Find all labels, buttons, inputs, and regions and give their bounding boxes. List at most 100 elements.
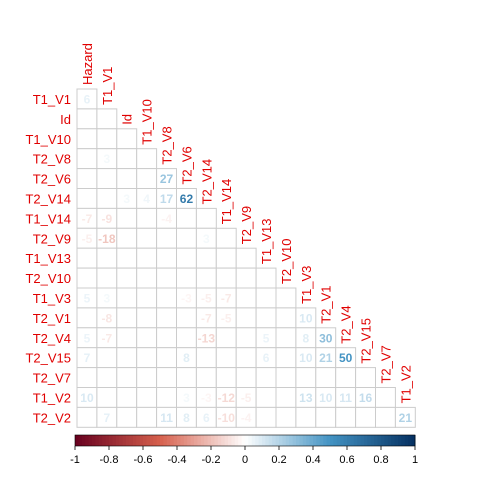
heatmap-cell	[116, 207, 138, 229]
heatmap-cell	[116, 307, 138, 329]
colorbar-segment	[313, 435, 317, 446]
colorbar-segment	[231, 435, 236, 446]
cell-value-label: 10	[299, 351, 313, 365]
colorbar-segment	[221, 435, 226, 446]
heatmap-cell	[235, 327, 257, 349]
heatmap-cell	[156, 227, 178, 249]
heatmap-cell	[136, 406, 158, 428]
heatmap-cell	[76, 108, 98, 130]
cell-value-label: -7	[82, 212, 93, 226]
colorbar-segment	[139, 435, 144, 446]
cell-value-label: -5	[201, 291, 212, 305]
heatmap-cell	[235, 307, 257, 329]
heatmap-cell	[76, 367, 98, 389]
column-label: T1_V2	[398, 365, 413, 403]
colorbar-segment	[234, 435, 239, 446]
colorbar-segment	[160, 435, 164, 446]
row-label: T2_V8	[33, 152, 71, 167]
heatmap-cell	[96, 387, 118, 408]
heatmap-cell	[275, 287, 297, 309]
colorbar-segment	[75, 435, 79, 446]
heatmap-cell	[96, 168, 118, 190]
cell-value-label: -10	[218, 411, 236, 425]
heatmap-cell	[275, 367, 297, 389]
colorbar-segment	[190, 435, 195, 446]
colorbar-segment	[136, 435, 141, 446]
colorbar-segment	[224, 435, 229, 446]
heatmap-cell	[156, 267, 178, 289]
cell-value-label: 4	[143, 192, 150, 206]
heatmap-cell	[116, 247, 138, 269]
cell-value-label: -7	[221, 291, 232, 305]
cell-value-label: 3	[104, 152, 111, 166]
colorbar-segment	[374, 435, 379, 446]
colorbar-tick-label: 0.6	[339, 454, 354, 466]
heatmap-cell	[195, 247, 217, 269]
cell-value-label: 13	[299, 391, 313, 405]
cell-value-label: 5	[263, 331, 270, 345]
heatmap-cell	[116, 267, 138, 289]
colorbar-segment	[391, 435, 396, 446]
heatmap-cell	[156, 307, 178, 329]
heatmap-cell	[235, 367, 257, 389]
heatmap-cell	[116, 128, 138, 150]
colorbar-segment	[197, 435, 202, 446]
colorbar-segment	[112, 435, 117, 446]
colorbar-segment	[109, 435, 113, 446]
cell-value-label: 8	[183, 411, 190, 425]
cell-value-label: 27	[160, 172, 174, 186]
heatmap-cell	[136, 307, 158, 329]
heatmap-cell	[96, 188, 118, 209]
heatmap-cell	[76, 148, 98, 170]
column-label: Id	[120, 114, 135, 125]
colorbar-tick-label: -0.6	[134, 454, 153, 466]
heatmap-cell	[176, 207, 197, 229]
heatmap-cell	[96, 347, 118, 369]
cell-value-label: -3	[181, 291, 192, 305]
row-label: T2_V9	[33, 231, 71, 246]
heatmap-cell	[156, 347, 178, 369]
colorbar-segment	[306, 435, 311, 446]
colorbar-segment	[149, 435, 154, 446]
cell-value-label: 21	[399, 411, 413, 425]
colorbar-tick-label: 0	[242, 454, 248, 466]
cell-value-label: -7	[201, 311, 212, 325]
row-label: T1_V1	[33, 92, 71, 107]
column-label: T1_V13	[259, 219, 274, 265]
colorbar-segment	[238, 435, 243, 446]
heatmap-cell	[255, 267, 277, 289]
row-label: T1_V2	[33, 390, 71, 405]
heatmap-cell	[136, 267, 158, 289]
colorbar-segment	[364, 435, 368, 446]
heatmap-cell	[76, 406, 98, 428]
heatmap-cell	[275, 406, 297, 428]
colorbar-segment	[163, 435, 168, 446]
colorbar-segment	[353, 435, 358, 446]
column-label: Hazard	[80, 43, 95, 85]
column-label: T2_V14	[199, 159, 214, 205]
heatmap-cell	[195, 367, 217, 389]
colorbar-segment	[180, 435, 185, 446]
row-label: T2_V2	[33, 410, 71, 425]
colorbar-segment	[340, 435, 345, 446]
heatmap-cell	[235, 347, 257, 369]
colorbar-tick-label: -1	[70, 454, 80, 466]
cell-value-label: 5	[84, 331, 91, 345]
row-label: T1_V3	[33, 291, 71, 306]
colorbar-tick-label: -0.4	[168, 454, 187, 466]
heatmap-cell	[136, 247, 158, 269]
heatmap-cell	[96, 108, 118, 130]
cell-value-label: 50	[339, 351, 353, 365]
colorbar-segment	[143, 435, 147, 446]
colorbar-segment	[357, 435, 362, 446]
cell-value-label: -13	[198, 331, 216, 345]
heatmap-cell	[116, 287, 138, 309]
heatmap-cell	[156, 287, 178, 309]
colorbar-segment	[146, 435, 151, 446]
heatmap-cell	[136, 168, 158, 190]
cell-value-label: 6	[203, 411, 210, 425]
colorbar-segment	[292, 435, 297, 446]
colorbar-segment	[367, 435, 372, 446]
colorbar-segment	[285, 435, 290, 446]
